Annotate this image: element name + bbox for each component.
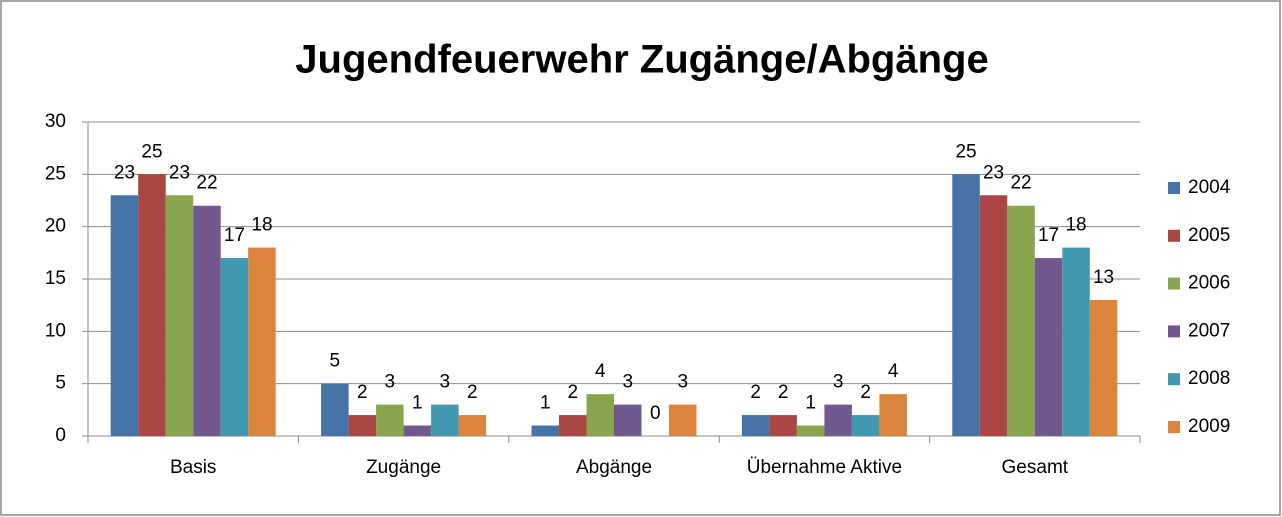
legend-swatch <box>1168 229 1180 242</box>
data-label: 13 <box>1093 267 1114 288</box>
bar <box>458 415 487 436</box>
legend-swatch <box>1168 421 1180 433</box>
legend-label: 2006 <box>1188 273 1230 294</box>
bar <box>559 415 587 436</box>
data-label: 1 <box>805 393 816 414</box>
bar <box>952 174 980 437</box>
bar <box>741 415 770 436</box>
y-tick-label: 30 <box>45 111 66 132</box>
bar <box>614 404 642 436</box>
x-tick-label: Übernahme Aktive <box>747 457 902 478</box>
data-label: 23 <box>114 162 135 183</box>
y-tick-label: 20 <box>45 216 66 237</box>
bar <box>248 247 276 436</box>
data-label: 4 <box>595 361 606 382</box>
data-label: 25 <box>141 141 162 162</box>
y-tick-label: 5 <box>55 373 66 394</box>
legend-label: 2009 <box>1188 416 1230 437</box>
bar <box>669 404 697 436</box>
legend-swatch <box>1168 182 1180 194</box>
bar <box>769 415 797 436</box>
data-label: 17 <box>224 225 245 246</box>
data-label: 22 <box>1010 173 1031 194</box>
bar <box>851 415 880 436</box>
data-label: 22 <box>196 173 217 194</box>
legend-label: 2005 <box>1188 225 1230 246</box>
legend-swatch <box>1168 325 1180 338</box>
y-tick-label: 10 <box>45 320 66 341</box>
bar <box>1034 258 1063 436</box>
data-label: 23 <box>169 162 190 183</box>
bar <box>110 195 139 436</box>
bar <box>586 394 614 436</box>
data-label: 17 <box>1038 225 1059 246</box>
data-label: 0 <box>650 403 661 424</box>
data-label: 3 <box>677 372 688 393</box>
data-label: 2 <box>467 382 478 403</box>
data-label: 1 <box>540 393 551 414</box>
y-tick-label: 25 <box>45 163 66 184</box>
bar <box>1062 247 1090 436</box>
bar <box>348 415 377 436</box>
bar <box>220 258 249 436</box>
data-label: 3 <box>385 372 396 393</box>
bar <box>376 404 404 436</box>
data-label: 18 <box>1065 215 1086 236</box>
x-tick-label: Zugänge <box>366 457 441 478</box>
y-tick-label: 15 <box>45 268 66 289</box>
bar <box>879 394 907 436</box>
legend-swatch <box>1168 373 1180 386</box>
bar <box>165 195 194 436</box>
x-tick-label: Gesamt <box>1002 457 1069 478</box>
data-label: 2 <box>357 382 368 403</box>
bar <box>193 205 221 436</box>
y-tick-label: 0 <box>55 425 66 446</box>
data-label: 2 <box>567 382 578 403</box>
bar <box>321 383 349 436</box>
legend-swatch <box>1168 277 1180 290</box>
x-tick-label: Abgänge <box>576 457 652 478</box>
legend-label: 2008 <box>1188 368 1230 389</box>
data-label: 2 <box>778 382 789 403</box>
data-label: 3 <box>622 372 633 393</box>
legend-label: 2004 <box>1188 177 1231 198</box>
bar <box>1007 205 1035 436</box>
data-label: 4 <box>888 361 899 382</box>
bar <box>1089 299 1118 436</box>
data-label: 3 <box>833 372 844 393</box>
x-tick-label: Basis <box>170 457 216 478</box>
bar <box>431 404 459 436</box>
bar <box>796 425 825 436</box>
data-label: 5 <box>330 351 341 372</box>
data-label: 1 <box>412 393 423 414</box>
bar <box>138 174 166 437</box>
bar <box>979 195 1008 436</box>
data-label: 25 <box>955 141 976 162</box>
chart-title: Jugendfeuerwehr Zugänge/Abgänge <box>295 38 988 82</box>
data-label: 2 <box>750 382 761 403</box>
data-label: 3 <box>440 372 451 393</box>
bar <box>824 404 852 436</box>
bar <box>403 425 432 436</box>
legend-label: 2007 <box>1188 320 1230 341</box>
data-label: 23 <box>983 162 1004 183</box>
data-label: 18 <box>251 215 272 236</box>
data-label: 2 <box>860 382 871 403</box>
bar <box>531 425 559 436</box>
